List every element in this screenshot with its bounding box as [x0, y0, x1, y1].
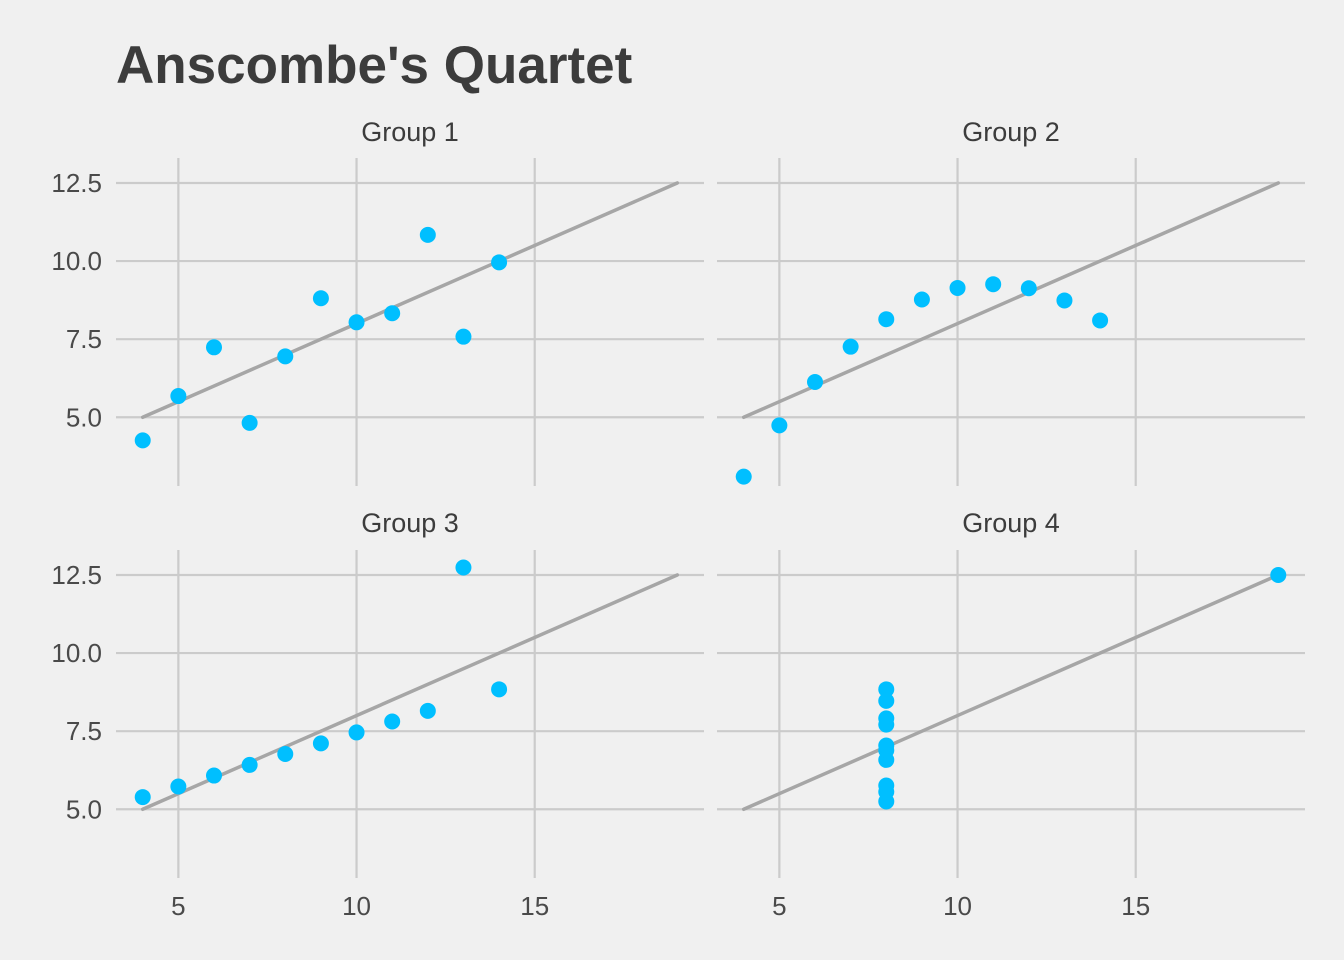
- data-point: [949, 279, 966, 296]
- panel-group-4: Group 4 5 10 15: [717, 508, 1305, 921]
- data-point: [312, 290, 329, 307]
- fit-line: [140, 181, 680, 420]
- y-tick-label: 7.5: [66, 324, 102, 354]
- data-point: [878, 710, 895, 727]
- data-point: [985, 276, 1002, 293]
- data-point: [491, 254, 508, 271]
- fit-line: [741, 181, 1281, 420]
- y-tick-label: 12.5: [51, 168, 102, 198]
- panel-group-2: Group 2: [717, 117, 1305, 486]
- panel-group-1: Group 1 5.0 7.5 10.0 12.5: [51, 117, 704, 486]
- data-point: [277, 348, 294, 365]
- fit-line: [140, 573, 680, 812]
- data-point: [878, 681, 895, 698]
- data-point: [1056, 292, 1073, 309]
- data-point: [878, 783, 895, 800]
- data-point: [913, 291, 930, 308]
- data-point: [241, 414, 258, 431]
- x-tick-label: 15: [1121, 891, 1150, 921]
- y-tick-label: 10.0: [51, 638, 102, 668]
- data-point: [842, 338, 859, 355]
- data-point: [735, 468, 752, 485]
- data-point: [134, 789, 151, 806]
- data-point: [807, 373, 823, 390]
- data-point: [312, 735, 329, 752]
- data-point: [1270, 566, 1287, 583]
- data-point: [170, 388, 187, 405]
- data-point: [170, 778, 187, 795]
- data-point: [206, 339, 222, 356]
- data-point: [348, 314, 365, 331]
- chart-title: Anscombe's Quartet: [116, 36, 632, 95]
- data-point: [384, 305, 401, 322]
- data-point: [134, 432, 151, 449]
- x-tick-label: 10: [943, 891, 972, 921]
- y-tick-label: 7.5: [66, 716, 102, 746]
- panel-title: Group 2: [962, 117, 1060, 147]
- x-tick-label: 15: [520, 891, 549, 921]
- data-point: [491, 681, 508, 698]
- x-tick-label: 5: [772, 891, 786, 921]
- panel-title: Group 3: [361, 508, 459, 538]
- panel-group-3: Group 3 5.0 7.5 10.0 12.5 5 10 15: [51, 508, 704, 921]
- y-tick-label: 5.0: [66, 794, 102, 824]
- data-point: [206, 767, 222, 784]
- data-point: [277, 745, 294, 762]
- x-tick-label: 10: [342, 891, 371, 921]
- data-point: [455, 559, 472, 576]
- data-point: [419, 226, 436, 243]
- data-point: [1020, 280, 1037, 297]
- x-tick-label: 5: [171, 891, 185, 921]
- data-point: [419, 702, 436, 719]
- panel-title: Group 4: [962, 508, 1060, 538]
- fit-line: [741, 573, 1281, 812]
- data-point: [241, 756, 258, 773]
- y-tick-label: 12.5: [51, 560, 102, 590]
- data-point: [455, 328, 472, 345]
- data-point: [878, 311, 895, 328]
- y-tick-label: 10.0: [51, 246, 102, 276]
- data-point: [878, 692, 895, 709]
- panel-title: Group 1: [361, 117, 459, 147]
- y-tick-label: 5.0: [66, 402, 102, 432]
- data-point: [771, 417, 788, 434]
- data-point: [384, 713, 401, 730]
- data-point: [1092, 312, 1109, 329]
- data-point: [348, 724, 365, 741]
- data-point: [878, 742, 895, 759]
